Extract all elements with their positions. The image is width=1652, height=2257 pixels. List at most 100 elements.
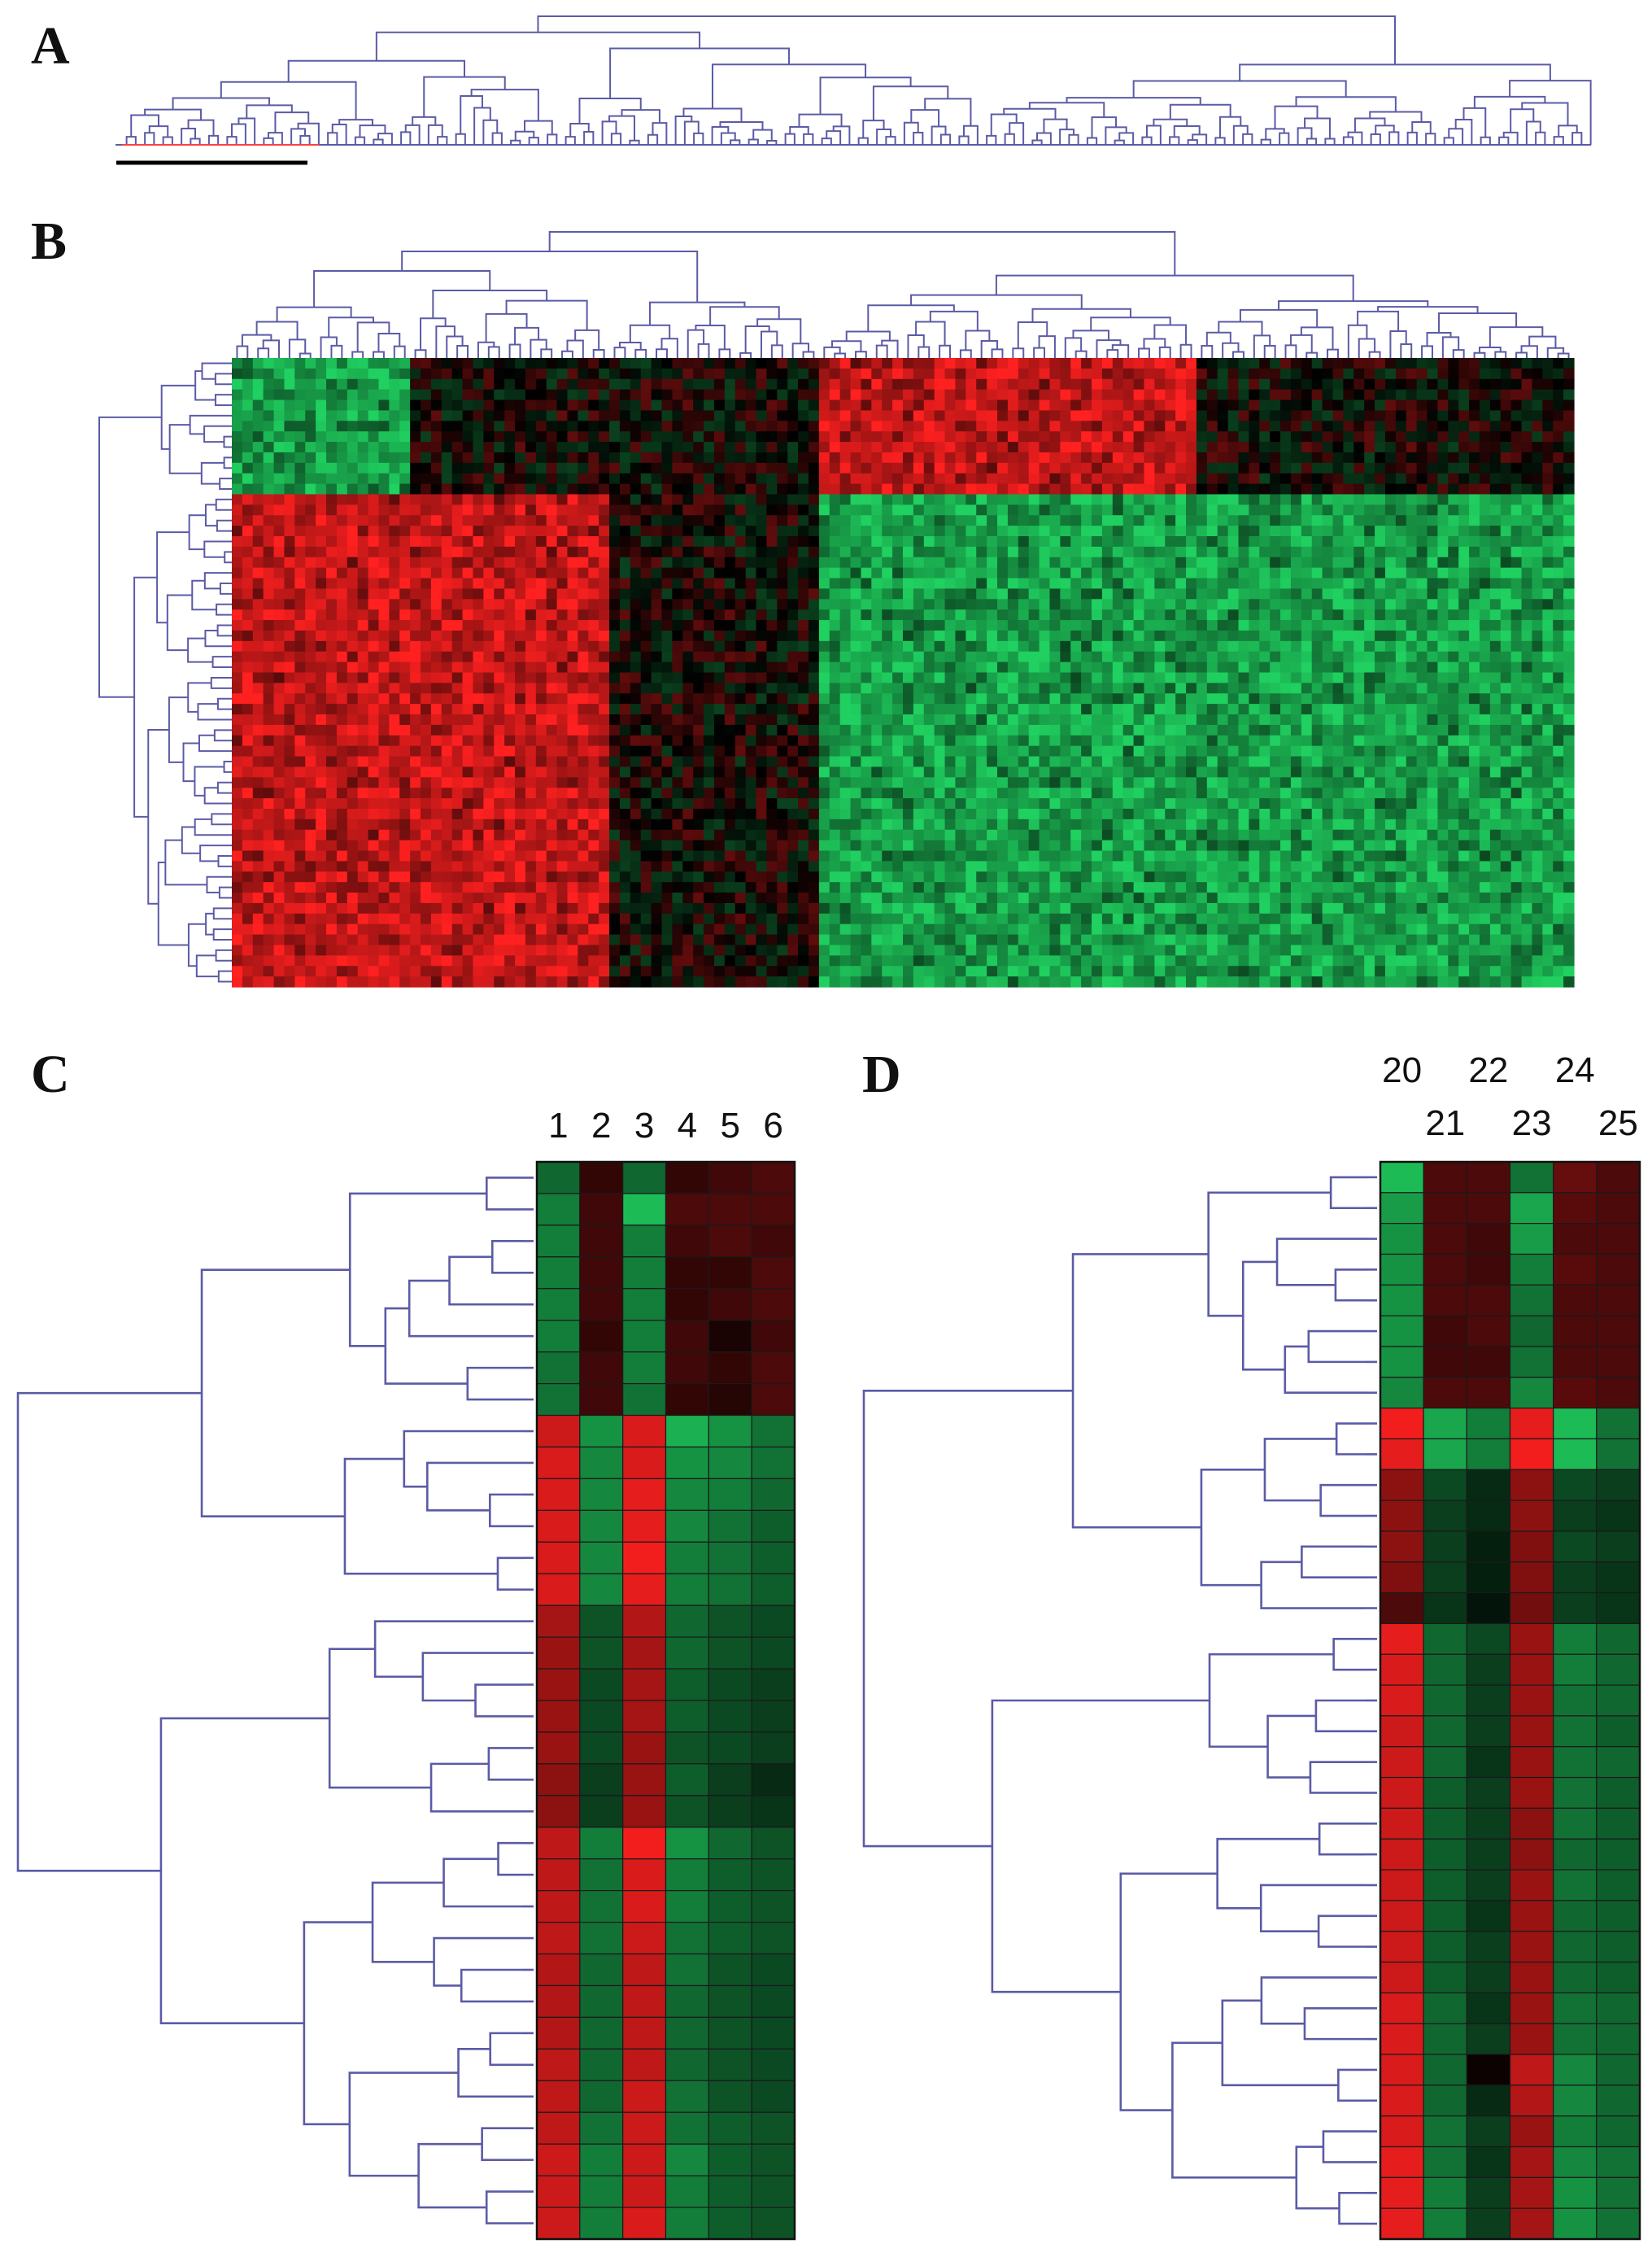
panel-b-heatmap [232, 358, 1575, 988]
panel-b-cell [336, 515, 348, 526]
panel-b-cell [1060, 515, 1071, 526]
panel-b-column-dendrogram-branch-48 [744, 325, 770, 353]
panel-b-cell [1510, 442, 1523, 453]
panel-b-cell [976, 661, 987, 674]
panel-b-cell [1270, 421, 1281, 432]
panel-b-cell [1049, 421, 1061, 432]
panel-b-cell [745, 526, 757, 537]
panel-b-cell [903, 704, 914, 715]
panel-b-cell [1469, 714, 1480, 726]
panel-b-cell [578, 473, 589, 485]
panel-b-cell [1165, 620, 1176, 631]
panel-b-cell [1458, 536, 1470, 548]
panel-b-cell [1259, 515, 1271, 526]
panel-b-row-dendrogram-branch-40 [211, 813, 232, 826]
panel-b-cell [1049, 389, 1061, 401]
panel-b-cell [1186, 452, 1197, 464]
panel-b-cell [1270, 661, 1281, 674]
panel-b-cell [1165, 483, 1176, 495]
panel-b-cell [525, 557, 537, 569]
panel-b-cell [1532, 704, 1543, 715]
panel-b-cell [1458, 410, 1470, 421]
panel-b-cell [829, 567, 841, 579]
panel-b-cell [1332, 473, 1345, 485]
panel-b-cell [535, 557, 547, 569]
panel-b-cell [515, 724, 526, 736]
panel-b-cell [1101, 368, 1114, 380]
panel-b-cell [955, 630, 966, 642]
panel-b-cell [661, 672, 673, 683]
panel-a-dendrogram-branch-62 [720, 132, 736, 145]
panel-b-cell [441, 599, 453, 610]
panel-a-dendrogram-branch-144 [1454, 118, 1473, 145]
panel-b-cell [818, 630, 830, 642]
panel-b-cell [441, 410, 453, 421]
panel-b-cell [713, 483, 726, 495]
panel-b-cell [1458, 620, 1470, 631]
panel-b-cell [1479, 620, 1491, 631]
panel-b-cell [410, 452, 421, 464]
panel-b-cell [818, 368, 830, 380]
panel-b-cell [1217, 504, 1229, 516]
panel-b-cell [326, 704, 338, 715]
panel-b-cell [441, 368, 453, 380]
panel-b-cell [798, 724, 809, 736]
panel-b-cell [1007, 683, 1019, 694]
panel-b-cell [1206, 421, 1218, 432]
panel-b-cell [483, 358, 495, 369]
panel-b-cell [263, 714, 275, 726]
panel-b-cell [609, 724, 621, 736]
panel-b-cell [734, 504, 747, 516]
panel-b-cell [1500, 630, 1512, 642]
panel-b-cell [713, 693, 726, 705]
panel-b-cell [1007, 462, 1019, 474]
panel-b-cell [808, 442, 820, 453]
panel-b-cell [578, 724, 589, 736]
panel-b-cell [1322, 504, 1334, 516]
panel-b-cell [389, 431, 400, 443]
panel-b-cell [861, 410, 872, 421]
panel-b-cell [1521, 578, 1533, 590]
panel-b-cell [713, 410, 726, 421]
panel-a-dendrogram-branch-54 [647, 133, 659, 145]
panel-b-cell [525, 588, 537, 600]
panel-b-cell [399, 620, 411, 631]
panel-b-cell [1165, 504, 1176, 516]
panel-b-column-dendrogram-branch-0 [236, 345, 249, 358]
panel-b-cell [976, 557, 987, 569]
panel-b-cell [1154, 368, 1166, 380]
panel-b-cell [1395, 546, 1407, 558]
panel-b-cell [1092, 661, 1103, 674]
panel-b-cell [693, 504, 704, 516]
panel-b-cell [850, 473, 862, 485]
panel-b-cell [1206, 609, 1218, 621]
panel-b-cell [263, 724, 275, 736]
panel-b-cell [588, 724, 599, 736]
panel-b-row-dendrogram-branch-17 [188, 514, 206, 551]
panel-b-cell [1553, 483, 1564, 495]
panel-b-cell [1227, 557, 1240, 569]
panel-b-cell [316, 504, 327, 516]
panel-b-cell [1510, 724, 1523, 736]
panel-b-cell [232, 378, 243, 391]
panel-b-cell [232, 630, 243, 642]
panel-b-cell [1280, 724, 1292, 736]
panel-b-cell [525, 672, 537, 683]
panel-b-cell [1448, 620, 1459, 631]
panel-b-cell [252, 735, 264, 747]
panel-b-cell [1353, 609, 1365, 621]
panel-b-cell [515, 452, 526, 464]
panel-b-cell [798, 578, 809, 590]
panel-b-cell [1007, 421, 1019, 432]
panel-b-cell [1175, 378, 1187, 391]
panel-b-cell [944, 515, 957, 526]
panel-b-cell [599, 651, 610, 663]
panel-b-cell [1510, 672, 1523, 683]
panel-b-cell [1039, 515, 1051, 526]
panel-b-cell [1280, 567, 1292, 579]
panel-b-cell [724, 599, 736, 610]
panel-b-cell [661, 504, 673, 516]
panel-b-cell [829, 640, 841, 653]
panel-b-cell [1259, 389, 1271, 401]
panel-b-cell [1375, 368, 1386, 380]
